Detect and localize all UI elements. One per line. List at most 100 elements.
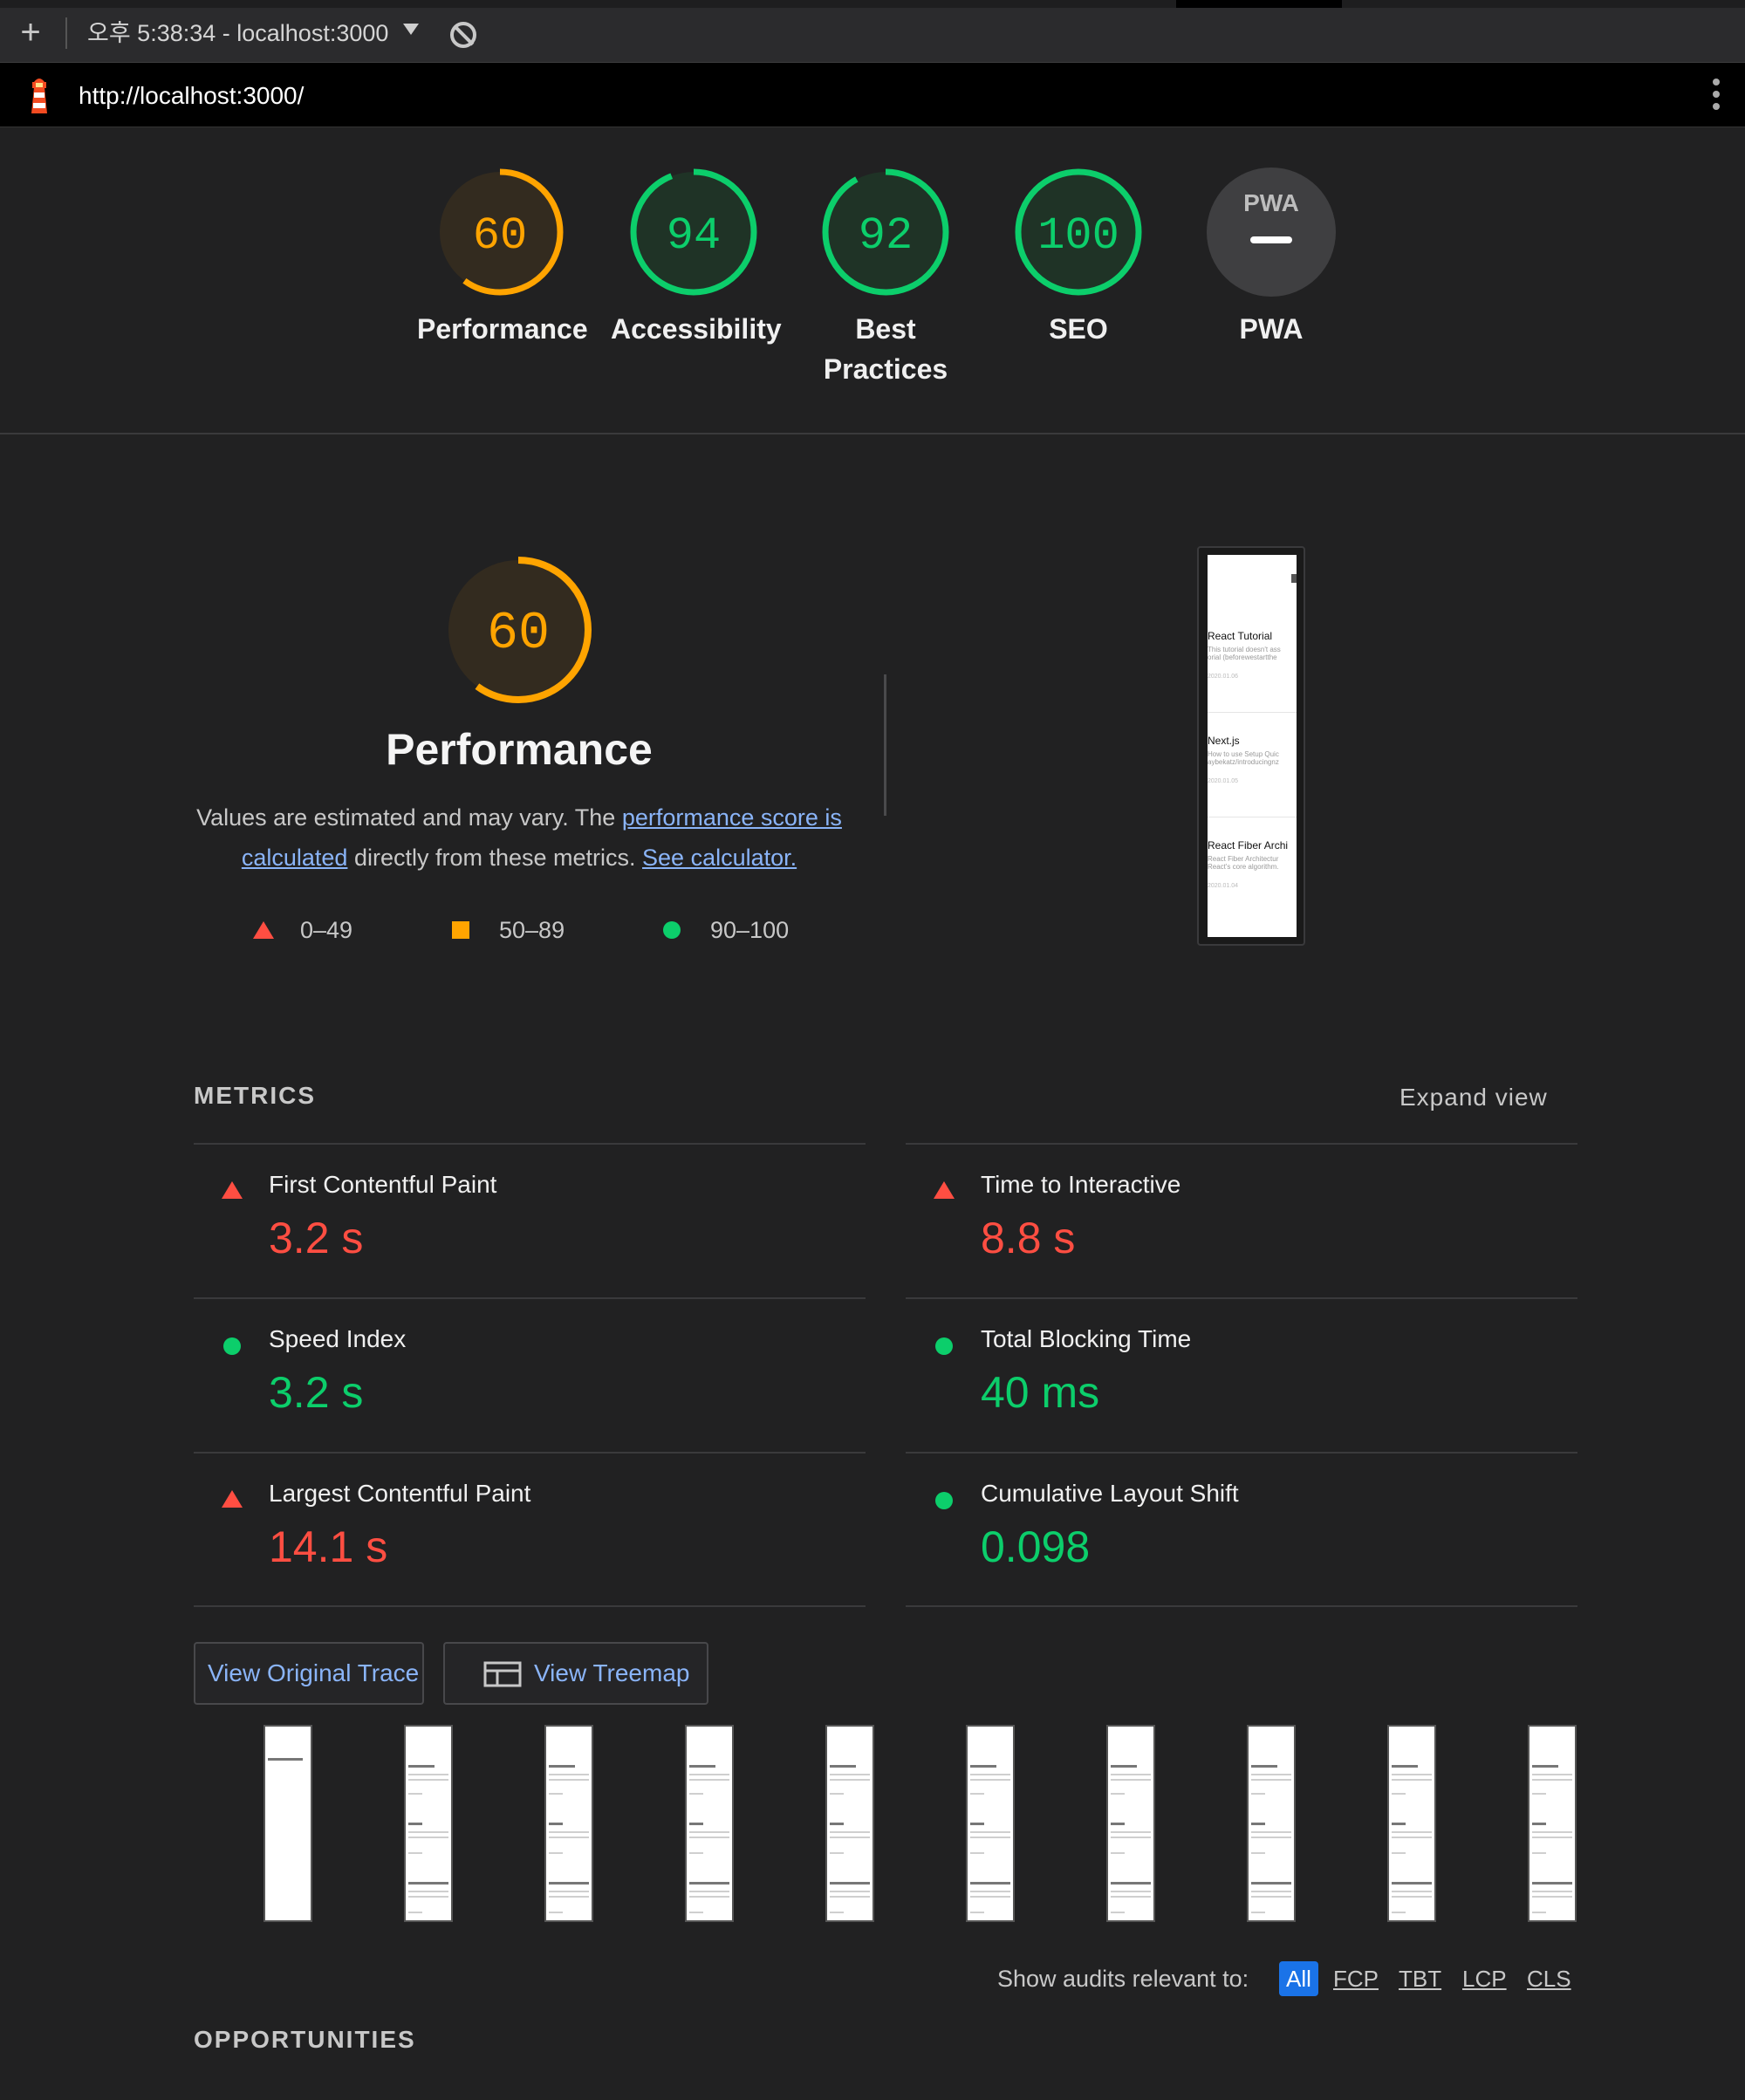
filter-fcp[interactable]: FCP: [1333, 1966, 1379, 1992]
frame-line: [408, 1912, 422, 1913]
performance-score-link[interactable]: performance score is calculated: [241, 804, 842, 871]
frame-line: [549, 1837, 589, 1838]
frame-line: [689, 1837, 729, 1838]
view-original-trace-button[interactable]: View Original Trace: [194, 1642, 424, 1705]
pwa-badge-icon: PWA: [1207, 168, 1336, 297]
filmstrip-frame: [1528, 1725, 1577, 1922]
frame-line: [689, 1891, 729, 1892]
frame-line: [1111, 1823, 1125, 1825]
frame-line: [1392, 1774, 1432, 1775]
frame-line: [1251, 1823, 1265, 1825]
legend-pass: 90–100: [663, 913, 803, 947]
frame-line: [408, 1774, 448, 1775]
frame-line: [1251, 1779, 1291, 1781]
pass-circle-icon: [935, 1337, 953, 1355]
view-treemap-button[interactable]: View Treemap: [443, 1642, 708, 1705]
metric-cumulative-layout-shift: Cumulative Layout Shift 0.098: [906, 1452, 1577, 1607]
filmstrip-frame: [966, 1725, 1015, 1922]
pwa-badge-text: PWA: [1243, 189, 1299, 216]
desc-text: Values are estimated and may vary. The: [196, 804, 622, 831]
report-url-bar: http://localhost:3000/: [0, 63, 1745, 127]
frame-line: [1532, 1912, 1546, 1913]
metric-largest-contentful-paint: Largest Contentful Paint 14.1 s: [194, 1452, 866, 1607]
gauge-pwa[interactable]: PWA PWA: [1188, 168, 1354, 349]
legend-fail: 0–49: [253, 913, 384, 947]
frame-line: [830, 1882, 870, 1885]
treemap-icon: [483, 1661, 522, 1687]
gauge-seo[interactable]: 100 SEO: [996, 168, 1161, 349]
frame-line: [1251, 1891, 1291, 1892]
frame-line: [830, 1774, 870, 1775]
frame-line: [1392, 1837, 1432, 1838]
devtools-toolbar: + 오후 5:38:34 - localhost:3000: [0, 0, 1745, 63]
expand-view-toggle[interactable]: Expand view: [1399, 1084, 1548, 1111]
metrics-divider: [906, 1605, 1577, 1607]
post-divider: [1208, 712, 1297, 713]
clear-icon[interactable]: [450, 22, 476, 48]
fail-triangle-icon: [934, 1181, 955, 1199]
final-screenshot-page: React Tutorial This tutorial doesn't ass…: [1208, 555, 1297, 937]
metric-value: 14.1 s: [269, 1522, 388, 1571]
metric-first-contentful-paint: First Contentful Paint 3.2 s: [194, 1143, 866, 1298]
filmstrip-frame: [1106, 1725, 1155, 1922]
filter-all[interactable]: All: [1279, 1961, 1318, 1996]
gauge-label: Performance: [417, 313, 588, 345]
frame-line: [970, 1837, 1010, 1838]
post-desc: React's core algorithm.: [1208, 863, 1279, 871]
frame-line: [549, 1831, 589, 1833]
metric-total-blocking-time: Total Blocking Time 40 ms: [906, 1297, 1577, 1453]
triangle-icon: [253, 921, 274, 939]
frame-line: [689, 1765, 715, 1768]
frame-line: [1111, 1912, 1125, 1913]
more-options-icon[interactable]: [1712, 79, 1721, 113]
report-selector[interactable]: 오후 5:38:34 - localhost:3000: [87, 20, 389, 46]
frame-line: [970, 1891, 1010, 1892]
filter-lcp[interactable]: LCP: [1462, 1966, 1507, 1992]
report-url: http://localhost:3000/: [79, 82, 305, 109]
frame-line: [1251, 1774, 1291, 1775]
filmstrip-frame: [544, 1725, 593, 1922]
frame-line: [830, 1837, 870, 1838]
frame-line: [549, 1852, 563, 1854]
frame-line: [970, 1765, 996, 1768]
frame-line: [1392, 1912, 1406, 1913]
frame-line: [970, 1779, 1010, 1781]
filmstrip-frame: [263, 1725, 312, 1922]
frame-line: [408, 1852, 422, 1854]
tab-strip: [0, 0, 1745, 8]
gauge-performance[interactable]: 60 Performance: [417, 168, 588, 349]
frame-line: [970, 1793, 984, 1795]
metric-value: 3.2 s: [269, 1214, 364, 1262]
metrics-divider: [194, 1605, 866, 1607]
metric-name: Cumulative Layout Shift: [981, 1480, 1239, 1507]
frame-line: [830, 1793, 844, 1795]
chevron-down-icon[interactable]: [403, 24, 419, 35]
fail-triangle-icon: [222, 1490, 243, 1508]
frame-line: [1251, 1793, 1265, 1795]
gauge-best-practices[interactable]: 92 Best Practices: [803, 168, 968, 389]
filter-tbt[interactable]: TBT: [1399, 1966, 1442, 1992]
frame-line: [1111, 1837, 1151, 1838]
frame-line: [1111, 1891, 1151, 1892]
see-calculator-link[interactable]: See calculator.: [642, 845, 797, 871]
post-item: React Fiber Archi React Fiber Architectu…: [1208, 839, 1297, 889]
gauge-accessibility[interactable]: 94 Accessibility: [611, 168, 782, 349]
frame-line: [549, 1793, 563, 1795]
frame-line: [1111, 1831, 1151, 1833]
performance-score: 60: [487, 605, 550, 664]
active-tab-indicator: [1176, 0, 1342, 8]
frame-line: [970, 1852, 984, 1854]
frame-line: [689, 1793, 703, 1795]
frame-line: [408, 1793, 422, 1795]
metric-time-to-interactive: Time to Interactive 8.8 s: [906, 1143, 1577, 1298]
filmstrip-frame: [404, 1725, 453, 1922]
frame-line: [1532, 1823, 1546, 1825]
final-screenshot[interactable]: React Tutorial This tutorial doesn't ass…: [1197, 546, 1305, 946]
frame-line: [1251, 1837, 1291, 1838]
frame-line: [1111, 1774, 1151, 1775]
new-report-button[interactable]: +: [20, 13, 41, 51]
frame-line: [408, 1831, 448, 1833]
filter-cls[interactable]: CLS: [1527, 1966, 1571, 1992]
performance-gauge-ring: 60: [436, 168, 564, 296]
metric-value: 40 ms: [981, 1368, 1100, 1417]
